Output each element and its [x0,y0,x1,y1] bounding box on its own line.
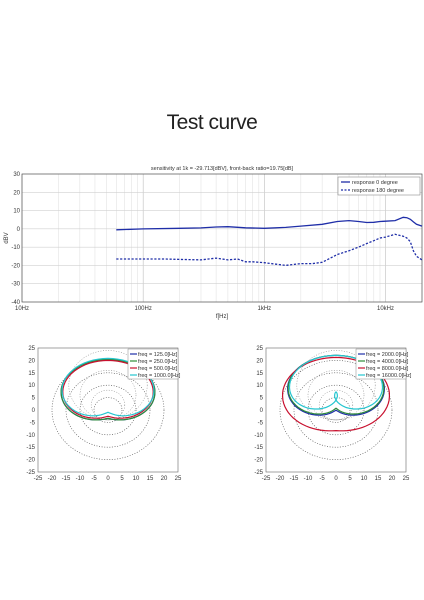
polar-x-tick-label: -10 [304,476,313,482]
polar-y-tick-label: -20 [26,458,35,464]
y-tick-label: 10 [13,209,20,215]
polar-x-tick-label: 10 [133,476,140,482]
x-tick-label: 100Hz [135,306,152,312]
legend-label: response 0 degree [352,180,398,186]
polar-y-tick-label: -15 [254,445,263,451]
polar-frame [37,347,179,473]
y-tick-label: -30 [11,282,20,288]
polar-legend-label: freq = 125.0[Hz] [138,352,178,358]
polar-frame [265,347,407,473]
polar-x-tick-label: 15 [375,476,382,482]
plot-frame [21,173,423,303]
polar-ref-circle [51,360,165,460]
polar-y-tick-label: 20 [256,358,263,364]
page-title: Test curve [166,111,258,134]
polar-ref-circle [93,397,123,423]
polar-x-tick-label: -5 [319,476,325,482]
polar-ref-circle [307,370,365,421]
x-axis-label: f[Hz] [216,314,229,320]
y-tick-label: 20 [13,190,20,196]
polar-y-tick-label: 5 [260,396,264,402]
polar-legend-label: freq = 4000.0[Hz] [366,359,409,365]
polar-y-tick-label: 10 [256,383,263,389]
y-tick-label: -20 [11,263,20,269]
polar-x-tick-label: 5 [120,476,124,482]
x-tick-label: 10Hz [15,306,29,312]
series-line-response-180 [116,233,423,267]
polar-y-tick-label: 15 [256,371,263,377]
polar-y-tick-label: 25 [28,346,35,352]
polar-x-tick-label: -15 [62,476,71,482]
x-tick-label: 10kHz [377,306,394,312]
polar-x-tick-label: 25 [403,476,410,482]
polar-x-tick-label: 25 [175,476,182,482]
y-axis-label: dBV [4,232,10,243]
polar-legend-label: freq = 1000.0[Hz] [138,373,181,379]
polar-x-tick-label: 10 [361,476,368,482]
polar-y-tick-label: -15 [26,445,35,451]
polar-ref-circle [90,389,126,421]
polar-x-tick-label: -10 [76,476,85,482]
polar-ref-circle [318,389,354,421]
polar-x-tick-label: 20 [389,476,396,482]
polar-y-tick-label: -10 [254,433,263,439]
chart-title: sensitivity at 1k = -29.713[dBV], front-… [151,166,294,172]
polar-legend-label: freq = 16000.0[Hz] [366,373,412,379]
polar-y-tick-label: -25 [254,470,263,476]
polar-ref-circle [279,360,393,460]
legend-box [337,176,421,196]
polar-y-tick-label: -5 [30,420,36,426]
polar-ref-circle [65,372,151,448]
polar-x-tick-label: 0 [106,476,110,482]
polar-x-tick-label: 5 [348,476,352,482]
polar-y-tick-label: 20 [28,358,35,364]
polar-x-tick-label: 0 [334,476,338,482]
polar-x-tick-label: -15 [290,476,299,482]
polar-series-3 [288,354,384,410]
polar-y-tick-label: 0 [260,408,264,414]
polar-y-tick-label: 0 [32,408,36,414]
polar-series-2 [282,356,390,432]
polar-ref-circle [296,350,376,421]
y-tick-label: 30 [13,172,20,178]
legend-label: response 180 degree [352,188,404,194]
polar-x-tick-label: -20 [48,476,57,482]
polar-y-tick-label: -20 [254,458,263,464]
polar-x-tick-label: -20 [276,476,285,482]
polar-y-tick-label: 5 [32,396,36,402]
polar-ref-circle [68,350,148,421]
polar-y-tick-label: -25 [26,470,35,476]
y-tick-label: 0 [17,227,21,233]
polar-x-tick-label: -5 [91,476,97,482]
y-tick-label: -40 [11,300,20,306]
polar-x-tick-label: 15 [147,476,154,482]
polar-ref-circle [321,397,351,423]
polar-series-3 [61,357,155,417]
polar-legend-label: freq = 500.0[Hz] [138,366,178,372]
polar-x-tick-label: -25 [34,476,43,482]
polar-x-tick-label: 20 [161,476,168,482]
polar-legend-label: freq = 250.0[Hz] [138,359,178,365]
polar-series-2 [62,359,154,419]
polar-ref-circle [79,370,137,421]
polar-legend-label: freq = 2000.0[Hz] [366,352,409,358]
x-tick-label: 1kHz [258,306,272,312]
polar-ref-circle [293,372,379,448]
polar-y-tick-label: -10 [26,433,35,439]
polar-y-tick-label: 25 [256,346,263,352]
polar-y-tick-label: 15 [28,371,35,377]
y-tick-label: -10 [11,245,20,251]
polar-ref-circle [307,384,365,436]
polar-legend-label: freq = 8000.0[Hz] [366,366,409,372]
polar-y-tick-label: 10 [28,383,35,389]
polar-y-tick-label: -5 [258,420,264,426]
polar-x-tick-label: -25 [262,476,271,482]
series-line-response-0 [116,216,423,231]
polar-series-1 [287,354,385,415]
polar-ref-circle [79,384,137,436]
